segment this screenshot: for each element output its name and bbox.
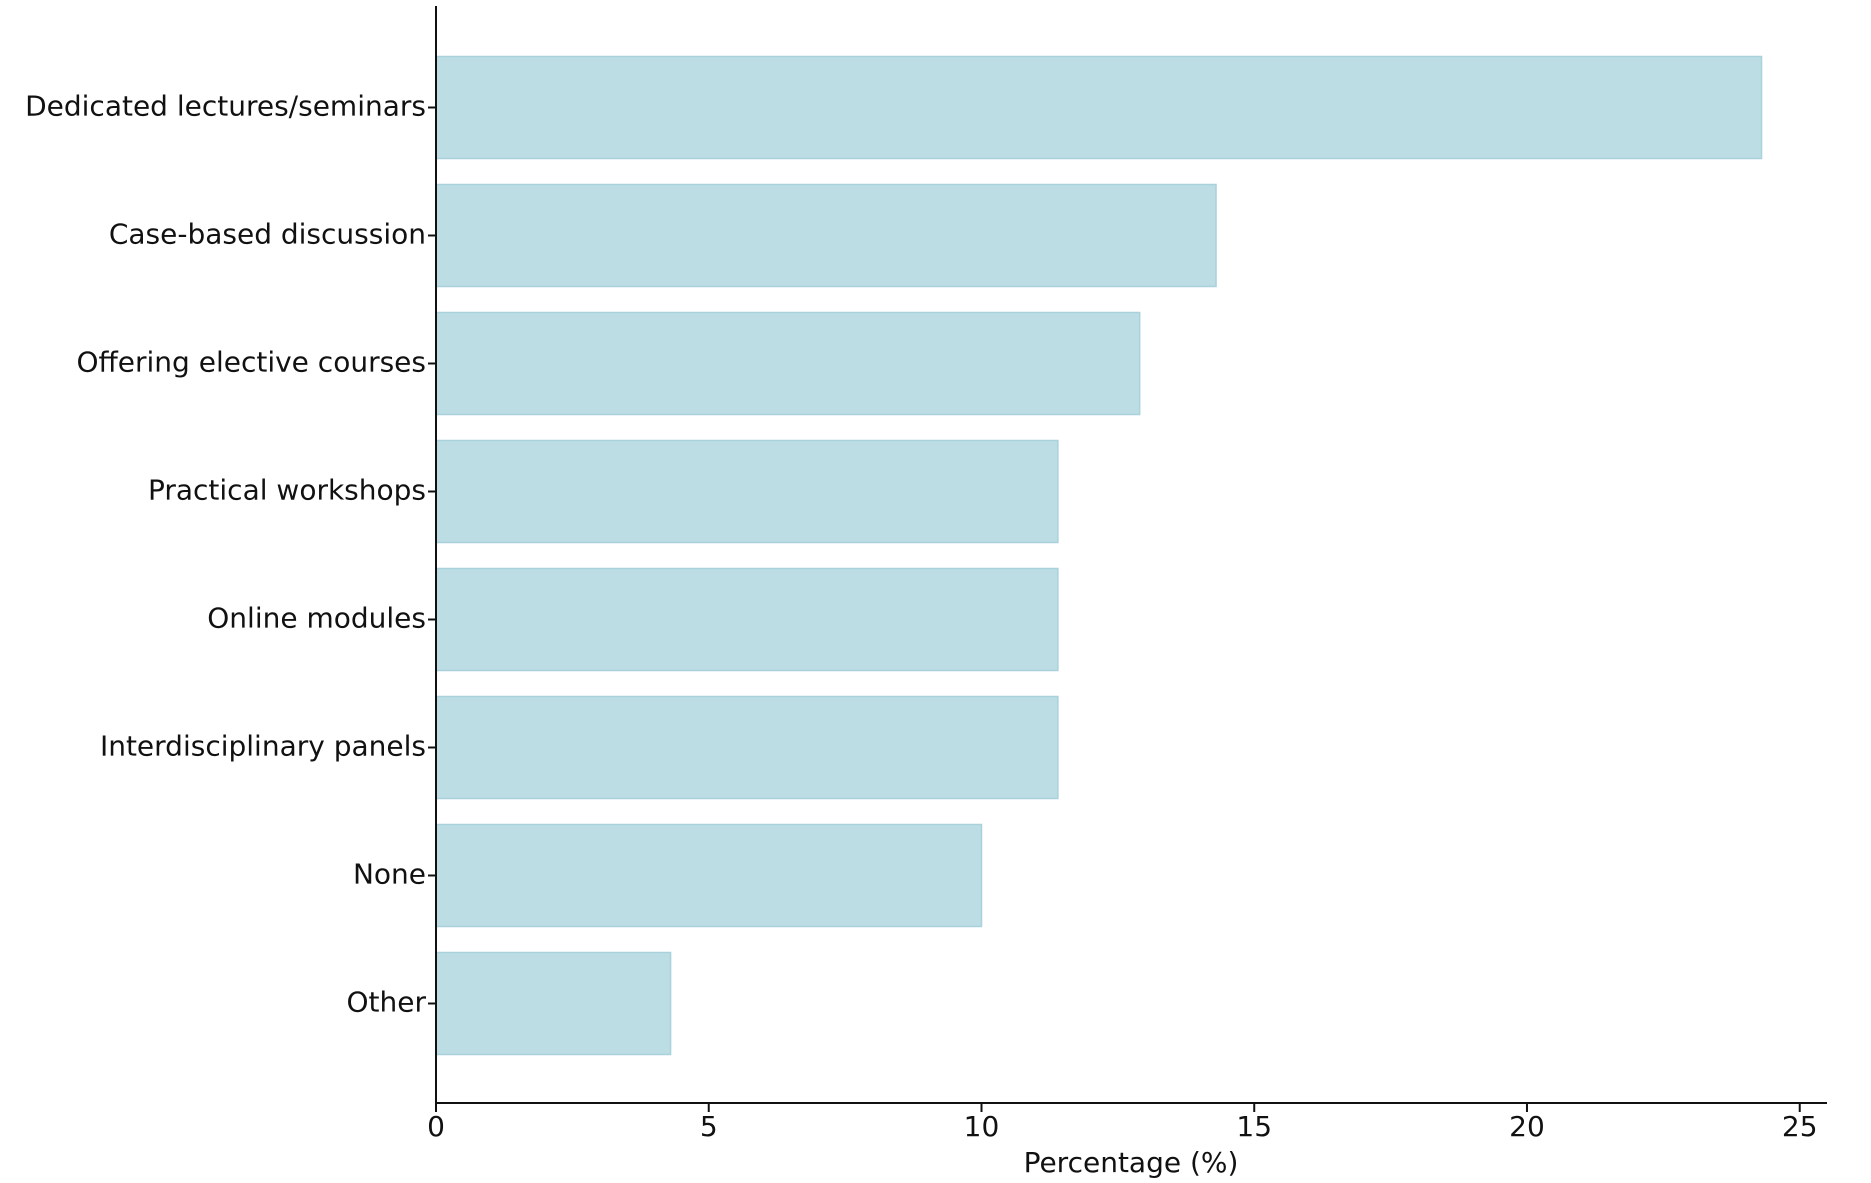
bar [435,55,1763,160]
x-tick-label: 15 [1236,1110,1272,1143]
y-tick-label: Practical workshops [148,474,426,507]
bar [435,311,1141,416]
bar [435,183,1217,288]
y-tick-label: Online modules [207,602,426,635]
x-tick-label: 20 [1509,1110,1545,1143]
bar [435,439,1059,544]
y-tick-label: Case-based discussion [109,218,426,251]
x-axis-label: Percentage (%) [1024,1146,1239,1179]
x-tick-label: 0 [427,1110,445,1143]
x-tick-label: 25 [1782,1110,1818,1143]
y-tick-label: Dedicated lectures/seminars [25,90,426,123]
y-tick-label: None [353,858,426,891]
bar [435,695,1059,800]
bar [435,567,1059,672]
bar [435,823,983,928]
y-tick-label: Interdisciplinary panels [100,730,426,763]
x-tick-label: 10 [964,1110,1000,1143]
y-tick-label: Other [346,986,426,1019]
x-tick-label: 5 [700,1110,718,1143]
bar [435,951,672,1056]
y-tick-label: Offering elective courses [76,346,426,379]
